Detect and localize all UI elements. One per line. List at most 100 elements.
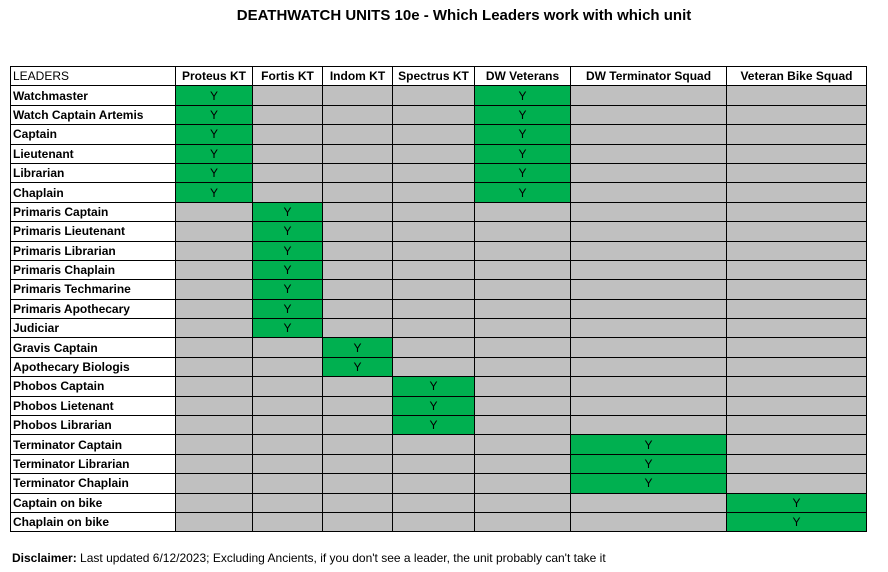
empty-cell	[726, 182, 867, 203]
empty-cell	[322, 124, 393, 145]
empty-cell	[252, 356, 323, 378]
compatible-cell: Y	[252, 318, 323, 339]
table-row: Terminator Librarian Y	[10, 453, 867, 475]
compatible-cell: Y	[474, 162, 571, 184]
table-row: Primaris Librarian Y	[10, 240, 867, 261]
empty-cell	[392, 240, 475, 261]
compatible-cell: Y	[474, 124, 571, 145]
empty-cell	[175, 337, 253, 358]
compatible-cell: Y	[392, 376, 475, 397]
empty-cell	[726, 453, 867, 475]
empty-cell	[252, 376, 323, 397]
empty-cell	[474, 356, 571, 378]
unit-header: Proteus KT	[175, 65, 253, 87]
empty-cell	[175, 395, 253, 417]
empty-cell	[392, 318, 475, 339]
compatible-cell: Y	[570, 473, 727, 494]
table-row: Watch Captain Artemis Y Y	[10, 104, 867, 126]
empty-cell	[392, 298, 475, 320]
empty-cell	[252, 473, 323, 494]
leader-name: Gravis Captain	[10, 337, 176, 358]
empty-cell	[392, 182, 475, 203]
empty-cell	[570, 492, 727, 513]
empty-cell	[175, 434, 253, 455]
empty-cell	[392, 453, 475, 475]
empty-cell	[474, 434, 571, 455]
empty-cell	[392, 104, 475, 126]
compatible-cell: Y	[252, 221, 323, 242]
empty-cell	[726, 337, 867, 358]
empty-cell	[322, 104, 393, 126]
empty-cell	[726, 259, 867, 281]
empty-cell	[322, 182, 393, 203]
empty-cell	[570, 298, 727, 320]
empty-cell	[175, 511, 253, 533]
compatible-cell: Y	[726, 492, 867, 513]
empty-cell	[570, 104, 727, 126]
empty-cell	[322, 298, 393, 320]
empty-cell	[726, 143, 867, 164]
empty-cell	[570, 337, 727, 358]
compatible-cell: Y	[392, 395, 475, 417]
compatible-cell: Y	[322, 356, 393, 378]
table-row: Chaplain Y Y	[10, 182, 867, 203]
empty-cell	[474, 395, 571, 417]
leader-name: Apothecary Biologis	[10, 356, 176, 378]
table-row: Judiciar Y	[10, 318, 867, 339]
empty-cell	[474, 201, 571, 223]
empty-cell	[175, 492, 253, 513]
compatible-cell: Y	[392, 415, 475, 436]
table-row: Gravis Captain Y	[10, 337, 867, 358]
empty-cell	[252, 104, 323, 126]
empty-cell	[252, 492, 323, 513]
empty-cell	[570, 201, 727, 223]
empty-cell	[726, 85, 867, 106]
compatible-cell: Y	[175, 143, 253, 164]
leader-name: Captain on bike	[10, 492, 176, 513]
table-row: Apothecary Biologis Y	[10, 356, 867, 378]
empty-cell	[474, 221, 571, 242]
empty-cell	[175, 318, 253, 339]
leader-name: Terminator Librarian	[10, 453, 176, 475]
empty-cell	[322, 240, 393, 261]
empty-cell	[726, 279, 867, 300]
compatible-cell: Y	[474, 85, 571, 106]
empty-cell	[252, 337, 323, 358]
empty-cell	[252, 395, 323, 417]
compatible-cell: Y	[175, 162, 253, 184]
unit-header: Spectrus KT	[392, 65, 475, 87]
table-row: Terminator Captain Y	[10, 434, 867, 455]
leader-name: Primaris Chaplain	[10, 259, 176, 281]
empty-cell	[392, 434, 475, 455]
table-row: Chaplain on bike Y	[10, 511, 867, 533]
leader-name: Phobos Lietenant	[10, 395, 176, 417]
empty-cell	[322, 85, 393, 106]
empty-cell	[392, 337, 475, 358]
leader-name: Terminator Captain	[10, 434, 176, 455]
empty-cell	[392, 143, 475, 164]
compatible-cell: Y	[252, 201, 323, 223]
compatible-cell: Y	[570, 434, 727, 455]
empty-cell	[322, 511, 393, 533]
empty-cell	[392, 356, 475, 378]
compatible-cell: Y	[252, 259, 323, 281]
empty-cell	[726, 376, 867, 397]
table-row: Terminator Chaplain Y	[10, 473, 867, 494]
leader-name: Watch Captain Artemis	[10, 104, 176, 126]
empty-cell	[175, 356, 253, 378]
empty-cell	[322, 473, 393, 494]
leader-name: Primaris Captain	[10, 201, 176, 223]
empty-cell	[322, 143, 393, 164]
leader-name: Lieutenant	[10, 143, 176, 164]
empty-cell	[252, 182, 323, 203]
empty-cell	[474, 376, 571, 397]
empty-cell	[570, 182, 727, 203]
table-row: Primaris Captain Y	[10, 201, 867, 223]
leader-name: Phobos Captain	[10, 376, 176, 397]
unit-header: DW Terminator Squad	[570, 65, 727, 87]
leader-name: Judiciar	[10, 318, 176, 339]
table-row: Lieutenant Y Y	[10, 143, 867, 164]
table-row: Captain on bike Y	[10, 492, 867, 513]
leaders-header: LEADERS	[10, 65, 176, 87]
leader-name: Terminator Chaplain	[10, 473, 176, 494]
